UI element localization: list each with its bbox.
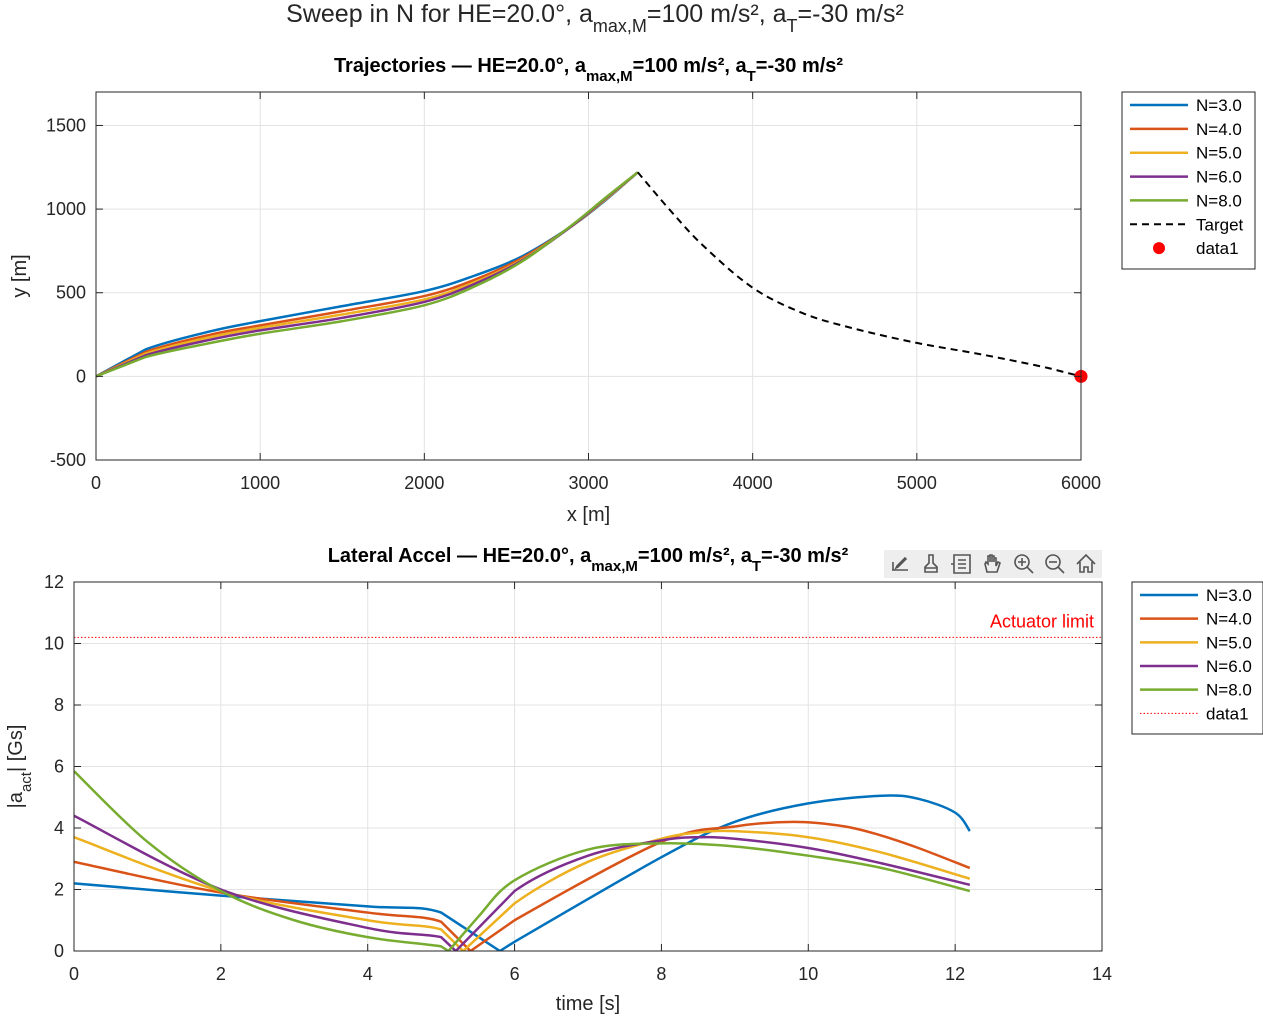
legend-entry[interactable]: data1 <box>1140 704 1249 723</box>
x-tick-label: 6000 <box>1061 473 1101 493</box>
legend-entry[interactable]: N=6.0 <box>1140 657 1252 676</box>
legend-label: N=5.0 <box>1206 633 1252 652</box>
series-line-n-6-0[interactable] <box>74 814 971 951</box>
legend-label: N=6.0 <box>1206 657 1252 676</box>
x-tick-label: 14 <box>1092 964 1112 984</box>
legend-entry[interactable]: N=5.0 <box>1140 633 1252 652</box>
x-tick-label: 10 <box>798 964 818 984</box>
y-tick-label: 1500 <box>46 115 86 135</box>
legend[interactable]: N=3.0 N=4.0 N=5.0 N=6.0 N=8.0 Target data1 <box>1121 91 1256 270</box>
brush-icon[interactable] <box>924 554 938 573</box>
y-tick-label: 500 <box>56 283 86 303</box>
actuator-limit-label: Actuator limit <box>990 611 1094 631</box>
pan-icon[interactable] <box>984 554 1001 573</box>
x-tick-label: 4 <box>363 964 373 984</box>
legend-label: Target <box>1196 215 1244 234</box>
zoom-out-icon[interactable] <box>1045 554 1065 574</box>
legend-entry[interactable]: N=8.0 <box>1140 681 1252 700</box>
legend-label: N=4.0 <box>1206 610 1252 629</box>
legend-label: N=3.0 <box>1196 96 1242 115</box>
y-tick-label: 0 <box>76 366 86 386</box>
axes-title: Trajectories — HE=20.0°, amax,M=100 m/s²… <box>334 55 843 85</box>
x-tick-label: 8 <box>656 964 666 984</box>
y-tick-label: 2 <box>54 880 64 900</box>
legend-label: N=3.0 <box>1206 586 1252 605</box>
series-line-target[interactable] <box>636 171 1081 378</box>
y-tick-label: 12 <box>44 572 64 592</box>
axes-toolbar[interactable] <box>884 550 1102 578</box>
y-tick-label: 6 <box>54 757 64 777</box>
figure-supertitle: Sweep in N for HE=20.0°, amax,M=100 m/s²… <box>286 0 904 36</box>
home-icon[interactable] <box>1076 553 1096 573</box>
plot-area <box>74 636 1102 951</box>
x-tick-label: 0 <box>91 473 101 493</box>
legend-label: N=4.0 <box>1196 120 1242 139</box>
axes-title: Lateral Accel — HE=20.0°, amax,M=100 m/s… <box>328 545 849 575</box>
y-tick-label: 1000 <box>46 199 86 219</box>
x-tick-label: 5000 <box>897 473 937 493</box>
x-tick-label: 4000 <box>733 473 773 493</box>
legend-entry[interactable]: Target <box>1130 215 1244 234</box>
legend-entry[interactable]: N=3.0 <box>1130 96 1242 115</box>
datatip-icon[interactable] <box>951 554 971 574</box>
x-tick-label: 12 <box>945 964 965 984</box>
x-tick-label: 2 <box>216 964 226 984</box>
legend-label: data1 <box>1196 239 1239 258</box>
series-line-n-5-0[interactable] <box>74 829 971 951</box>
legend-entry[interactable]: N=4.0 <box>1130 120 1242 139</box>
legend-entry[interactable]: N=3.0 <box>1140 586 1252 605</box>
x-tick-label: 2000 <box>404 473 444 493</box>
zoom-in-icon[interactable] <box>1014 554 1034 574</box>
legend-entry[interactable]: N=5.0 <box>1130 144 1242 163</box>
legend-box <box>1121 91 1256 270</box>
export-icon[interactable] <box>892 556 908 571</box>
series-line-n-6-0[interactable] <box>96 171 639 378</box>
legend-entry[interactable]: N=6.0 <box>1130 168 1242 187</box>
x-axis-label: time [s] <box>556 993 620 1015</box>
legend-label: N=8.0 <box>1196 191 1242 210</box>
legend-label: N=6.0 <box>1196 168 1242 187</box>
y-tick-label: 10 <box>44 634 64 654</box>
y-axis-label: |aact| [Gs] <box>5 725 35 809</box>
series-line-n-3-0[interactable] <box>74 794 971 951</box>
lateral-accel-axes[interactable]: Actuator limit 0 2 4 6 8 10 12 14 0 2 4 6 8 10 12 Latera… <box>5 545 1263 1015</box>
y-tick-label: 0 <box>54 941 64 961</box>
y-tick-label: 8 <box>54 695 64 715</box>
legend-label: N=8.0 <box>1206 681 1252 700</box>
legend-entry[interactable]: N=4.0 <box>1140 610 1252 629</box>
legend-box <box>1131 581 1263 735</box>
legend-label: data1 <box>1206 704 1249 723</box>
series-line-n-8-0[interactable] <box>96 171 639 378</box>
legend-marker <box>1153 242 1165 255</box>
x-axis-label: x [m] <box>567 504 610 526</box>
y-tick-label: 4 <box>54 818 64 838</box>
legend-entry[interactable]: N=8.0 <box>1130 191 1242 210</box>
plot-area <box>96 171 1081 378</box>
toolbar-background <box>884 550 1102 578</box>
legend-entry[interactable]: data1 <box>1153 239 1239 258</box>
x-tick-label: 6 <box>510 964 520 984</box>
x-tick-label: 3000 <box>568 473 608 493</box>
trajectories-axes[interactable]: 0 1000 2000 3000 4000 5000 6000-50005001000150… <box>9 55 1256 526</box>
series-line-n-8-0[interactable] <box>74 770 971 951</box>
x-tick-label: 0 <box>69 964 79 984</box>
y-tick-label: -500 <box>50 450 86 470</box>
legend[interactable]: N=3.0 N=4.0 N=5.0 N=6.0 N=8.0 data1 <box>1131 581 1263 735</box>
legend-label: N=5.0 <box>1196 144 1242 163</box>
y-axis-label: y [m] <box>9 254 31 297</box>
x-tick-label: 1000 <box>240 473 280 493</box>
